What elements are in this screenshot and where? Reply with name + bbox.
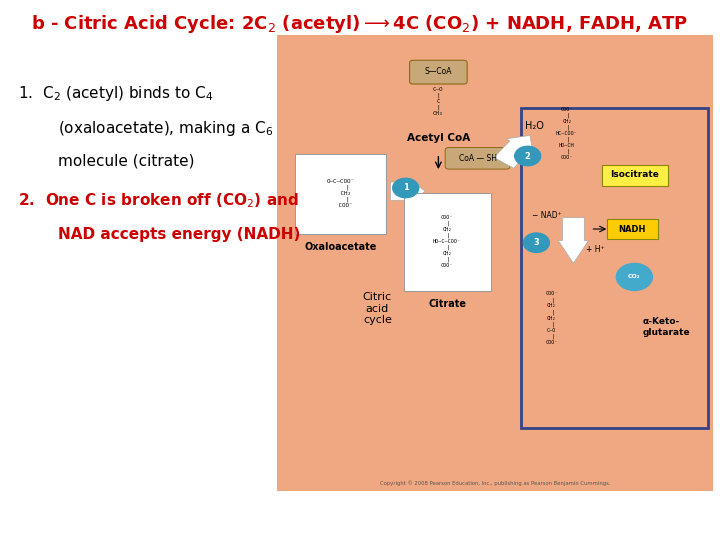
Text: molecule (citrate): molecule (citrate) [58,154,194,169]
Text: S—CoA: S—CoA [425,67,452,76]
Circle shape [616,264,652,291]
Text: Citrate: Citrate [428,299,466,309]
Text: Copyright © 2008 Pearson Education, Inc., publishing as Pearson Benjamin Cumming: Copyright © 2008 Pearson Education, Inc.… [379,480,611,486]
FancyArrow shape [390,179,426,204]
Text: (oxaloacetate), making a C$_6$: (oxaloacetate), making a C$_6$ [58,119,273,138]
Circle shape [515,146,541,166]
Text: O—C—COO⁻
    |
   CH₂
    |
   COO⁻: O—C—COO⁻ | CH₂ | COO⁻ [326,179,354,208]
FancyBboxPatch shape [602,165,667,186]
Text: 1: 1 [402,184,409,192]
Text: H₂O: H₂O [525,122,544,131]
Text: NADH: NADH [618,225,646,233]
Text: Oxaloacetate: Oxaloacetate [304,242,377,252]
Text: Acetyl CoA: Acetyl CoA [407,133,470,143]
Bar [521,108,708,428]
Text: 3: 3 [534,238,539,247]
Text: 1.  C$_2$ (acetyl) binds to C$_4$: 1. C$_2$ (acetyl) binds to C$_4$ [18,84,213,103]
Text: CO₂: CO₂ [628,274,641,279]
Text: C—O
|
C
|
CH₃: C—O | C | CH₃ [433,86,444,116]
Text: Citric
acid
cycle: Citric acid cycle [363,292,392,326]
Text: + H⁺: + H⁺ [586,245,605,254]
Text: COO⁻
 |
CH₂
 |
HO—C—COO⁻
 |
CH₂
 |
COO⁻: COO⁻ | CH₂ | HO—C—COO⁻ | CH₂ | COO⁻ [433,215,461,268]
FancyBboxPatch shape [607,219,658,239]
Text: 2.  One C is broken off (CO$_2$) and: 2. One C is broken off (CO$_2$) and [18,192,299,211]
FancyBboxPatch shape [410,60,467,84]
Circle shape [523,233,549,252]
Text: b - Citric Acid Cycle: 2C$_2$ (acetyl)$\longrightarrow$4C (CO$_2$) + NADH, FADH,: b - Citric Acid Cycle: 2C$_2$ (acetyl)$\… [32,14,688,35]
Text: CoA — SH: CoA — SH [459,154,497,163]
Text: NAD accepts energy (NADH): NAD accepts energy (NADH) [58,227,300,242]
Bar [294,154,386,234]
FancyArrow shape [494,136,534,168]
FancyArrow shape [558,218,589,263]
Text: α-Keto-
glutarate: α-Keto- glutarate [643,318,690,337]
Text: COO⁻
 |
CH₂
 |
CH₂
 |
C—O
 |
COO⁻: COO⁻ | CH₂ | CH₂ | C—O | COO⁻ [545,291,558,345]
Text: COO⁻
 |
CH₂
 |
HC—COO⁻
 |
HO—CH
 |
COO⁻: COO⁻ | CH₂ | HC—COO⁻ | HO—CH | COO⁻ [556,106,578,160]
FancyBboxPatch shape [445,147,510,169]
Text: Isocitrate: Isocitrate [610,170,659,179]
Text: − NAD⁺: − NAD⁺ [532,211,562,220]
Text: 2: 2 [525,152,531,160]
Bar [277,35,713,491]
Bar [403,193,490,291]
Circle shape [392,178,418,198]
